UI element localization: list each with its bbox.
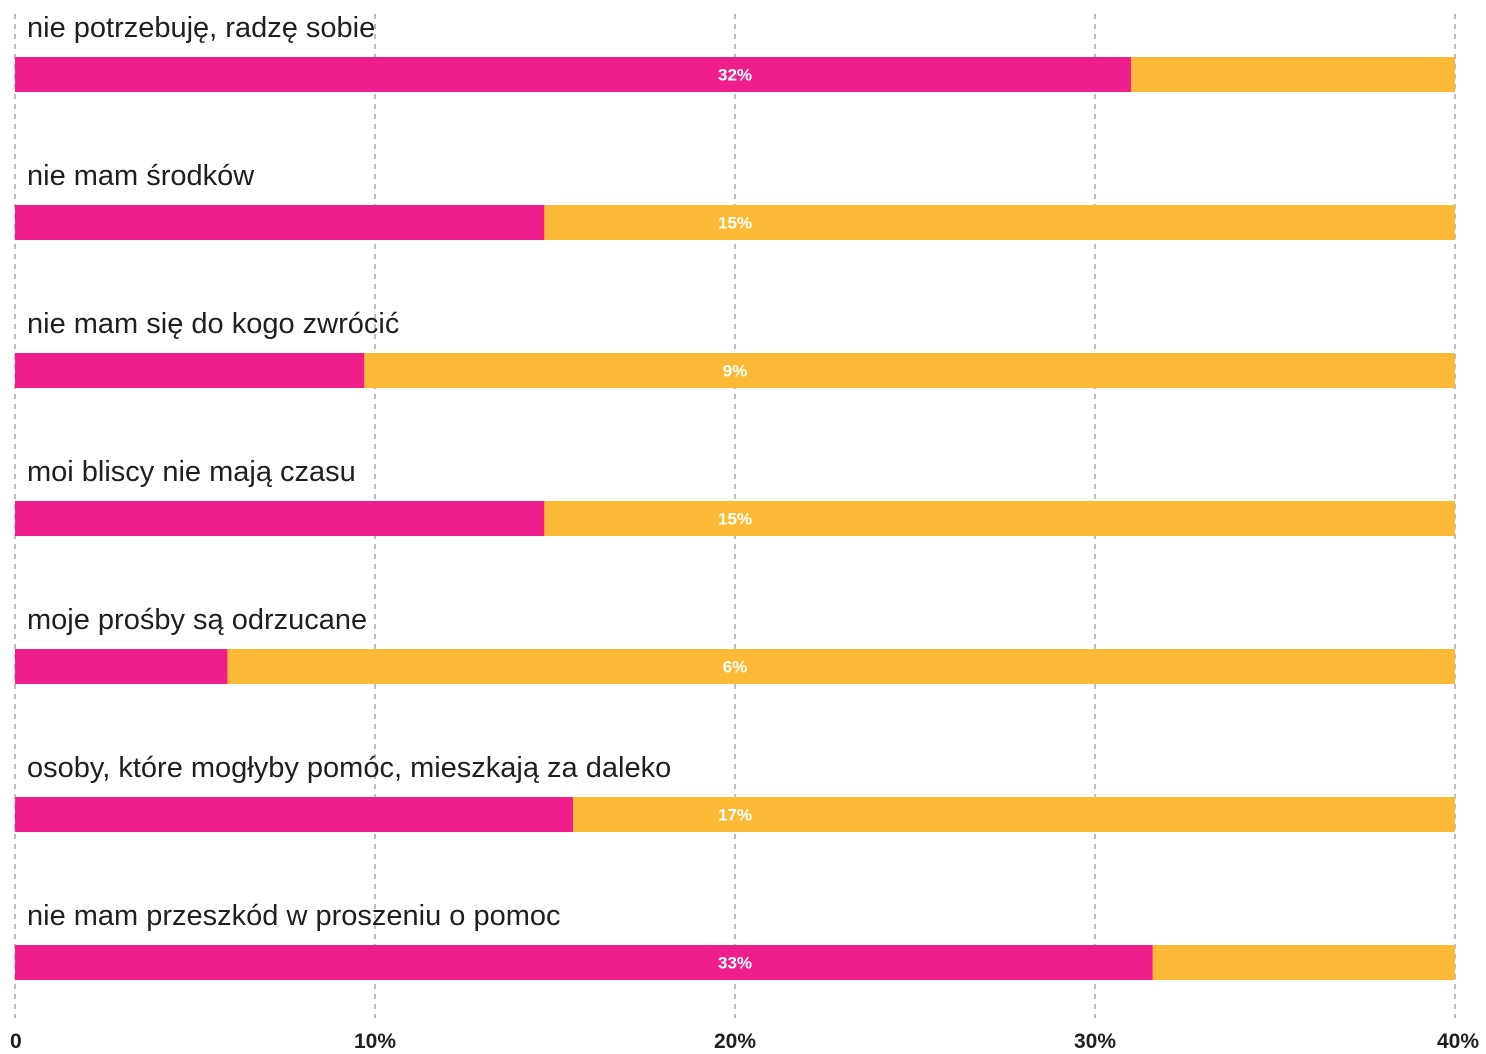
category-label: nie mam przeszkód w proszeniu o pomoc bbox=[27, 900, 561, 932]
bar-value bbox=[15, 945, 1153, 980]
x-tick-label: 10% bbox=[354, 1030, 396, 1053]
category-label: moje prośby są odrzucane bbox=[27, 604, 367, 636]
labels: nie potrzebuję, radzę sobie 32% nie mam śr… bbox=[27, 12, 752, 973]
value-label: 33% bbox=[718, 954, 752, 973]
value-label: 6% bbox=[723, 658, 748, 677]
category-label: nie mam się do kogo zwrócić bbox=[27, 308, 399, 340]
category-label: osoby, które mogłyby pomóc, mieszkają za… bbox=[27, 752, 671, 784]
bar-value bbox=[15, 649, 228, 684]
x-tick-label: 0 bbox=[10, 1030, 22, 1053]
bar-value bbox=[15, 797, 573, 832]
value-label: 32% bbox=[718, 66, 752, 85]
category-label: moi bliscy nie mają czasu bbox=[27, 456, 356, 488]
x-tick-label: 20% bbox=[714, 1030, 756, 1053]
bars bbox=[15, 57, 1455, 980]
value-label: 9% bbox=[723, 362, 748, 381]
bar-value bbox=[15, 501, 545, 536]
x-tick-label: 40% bbox=[1437, 1030, 1479, 1053]
category-label: nie potrzebuję, radzę sobie bbox=[27, 12, 375, 44]
value-label: 17% bbox=[718, 806, 752, 825]
bar-remainder bbox=[15, 649, 1455, 684]
x-axis-ticks: 0 10% 20% 30% 40% bbox=[10, 1030, 1479, 1053]
x-tick-label: 30% bbox=[1074, 1030, 1116, 1053]
bar-value bbox=[15, 57, 1131, 92]
value-label: 15% bbox=[718, 214, 752, 233]
value-label: 15% bbox=[718, 510, 752, 529]
category-label: nie mam środków bbox=[27, 160, 255, 192]
bar-value bbox=[15, 353, 365, 388]
bar-value bbox=[15, 205, 545, 240]
